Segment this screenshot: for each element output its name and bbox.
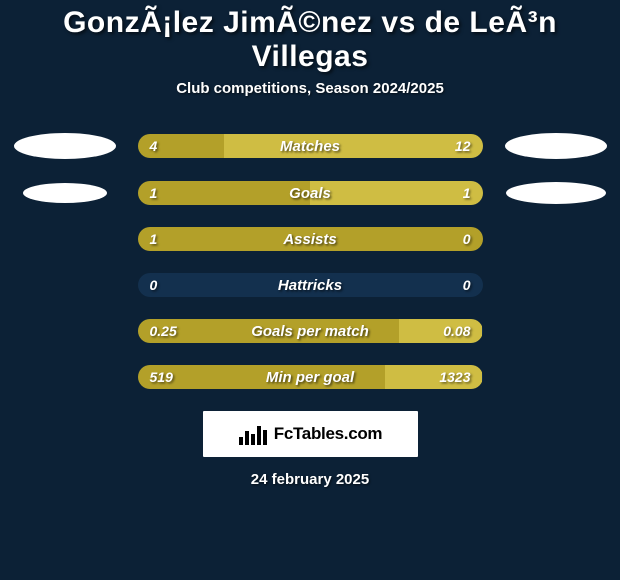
player-right-avatar — [505, 133, 607, 159]
stat-bar: 412Matches — [138, 134, 483, 158]
stat-row: 0 0Hattricks — [0, 273, 620, 297]
stat-bar: 5191323Min per goal — [138, 365, 483, 389]
stat-row: 10Assists — [0, 227, 620, 251]
player-right-avatar — [506, 182, 606, 204]
stat-row: 412Matches — [0, 133, 620, 159]
logo-text: FcTables.com — [274, 424, 383, 444]
page-subtitle: Club competitions, Season 2024/2025 — [0, 80, 620, 97]
page-title: GonzÃ¡lez JimÃ©nez vs de LeÃ³n Villegas — [0, 2, 620, 80]
bars-icon — [238, 423, 268, 445]
player-left-avatar — [23, 183, 107, 203]
stat-bar: 10Assists — [138, 227, 483, 251]
stat-bar: 0 0Hattricks — [138, 273, 483, 297]
stat-row: 5191323Min per goal — [0, 365, 620, 389]
fctables-logo[interactable]: FcTables.com — [203, 411, 418, 457]
stat-bar: 11Goals — [138, 181, 483, 205]
stat-label: Hattricks — [138, 273, 483, 297]
stat-value-right: 0 — [463, 273, 471, 297]
player-left-avatar — [14, 133, 116, 159]
date-text: 24 february 2025 — [0, 471, 620, 488]
stat-row: 11Goals — [0, 181, 620, 205]
stat-row: 0.250.08Goals per match — [0, 319, 620, 343]
stat-value-left: 0 — [150, 273, 158, 297]
stat-bar: 0.250.08Goals per match — [138, 319, 483, 343]
